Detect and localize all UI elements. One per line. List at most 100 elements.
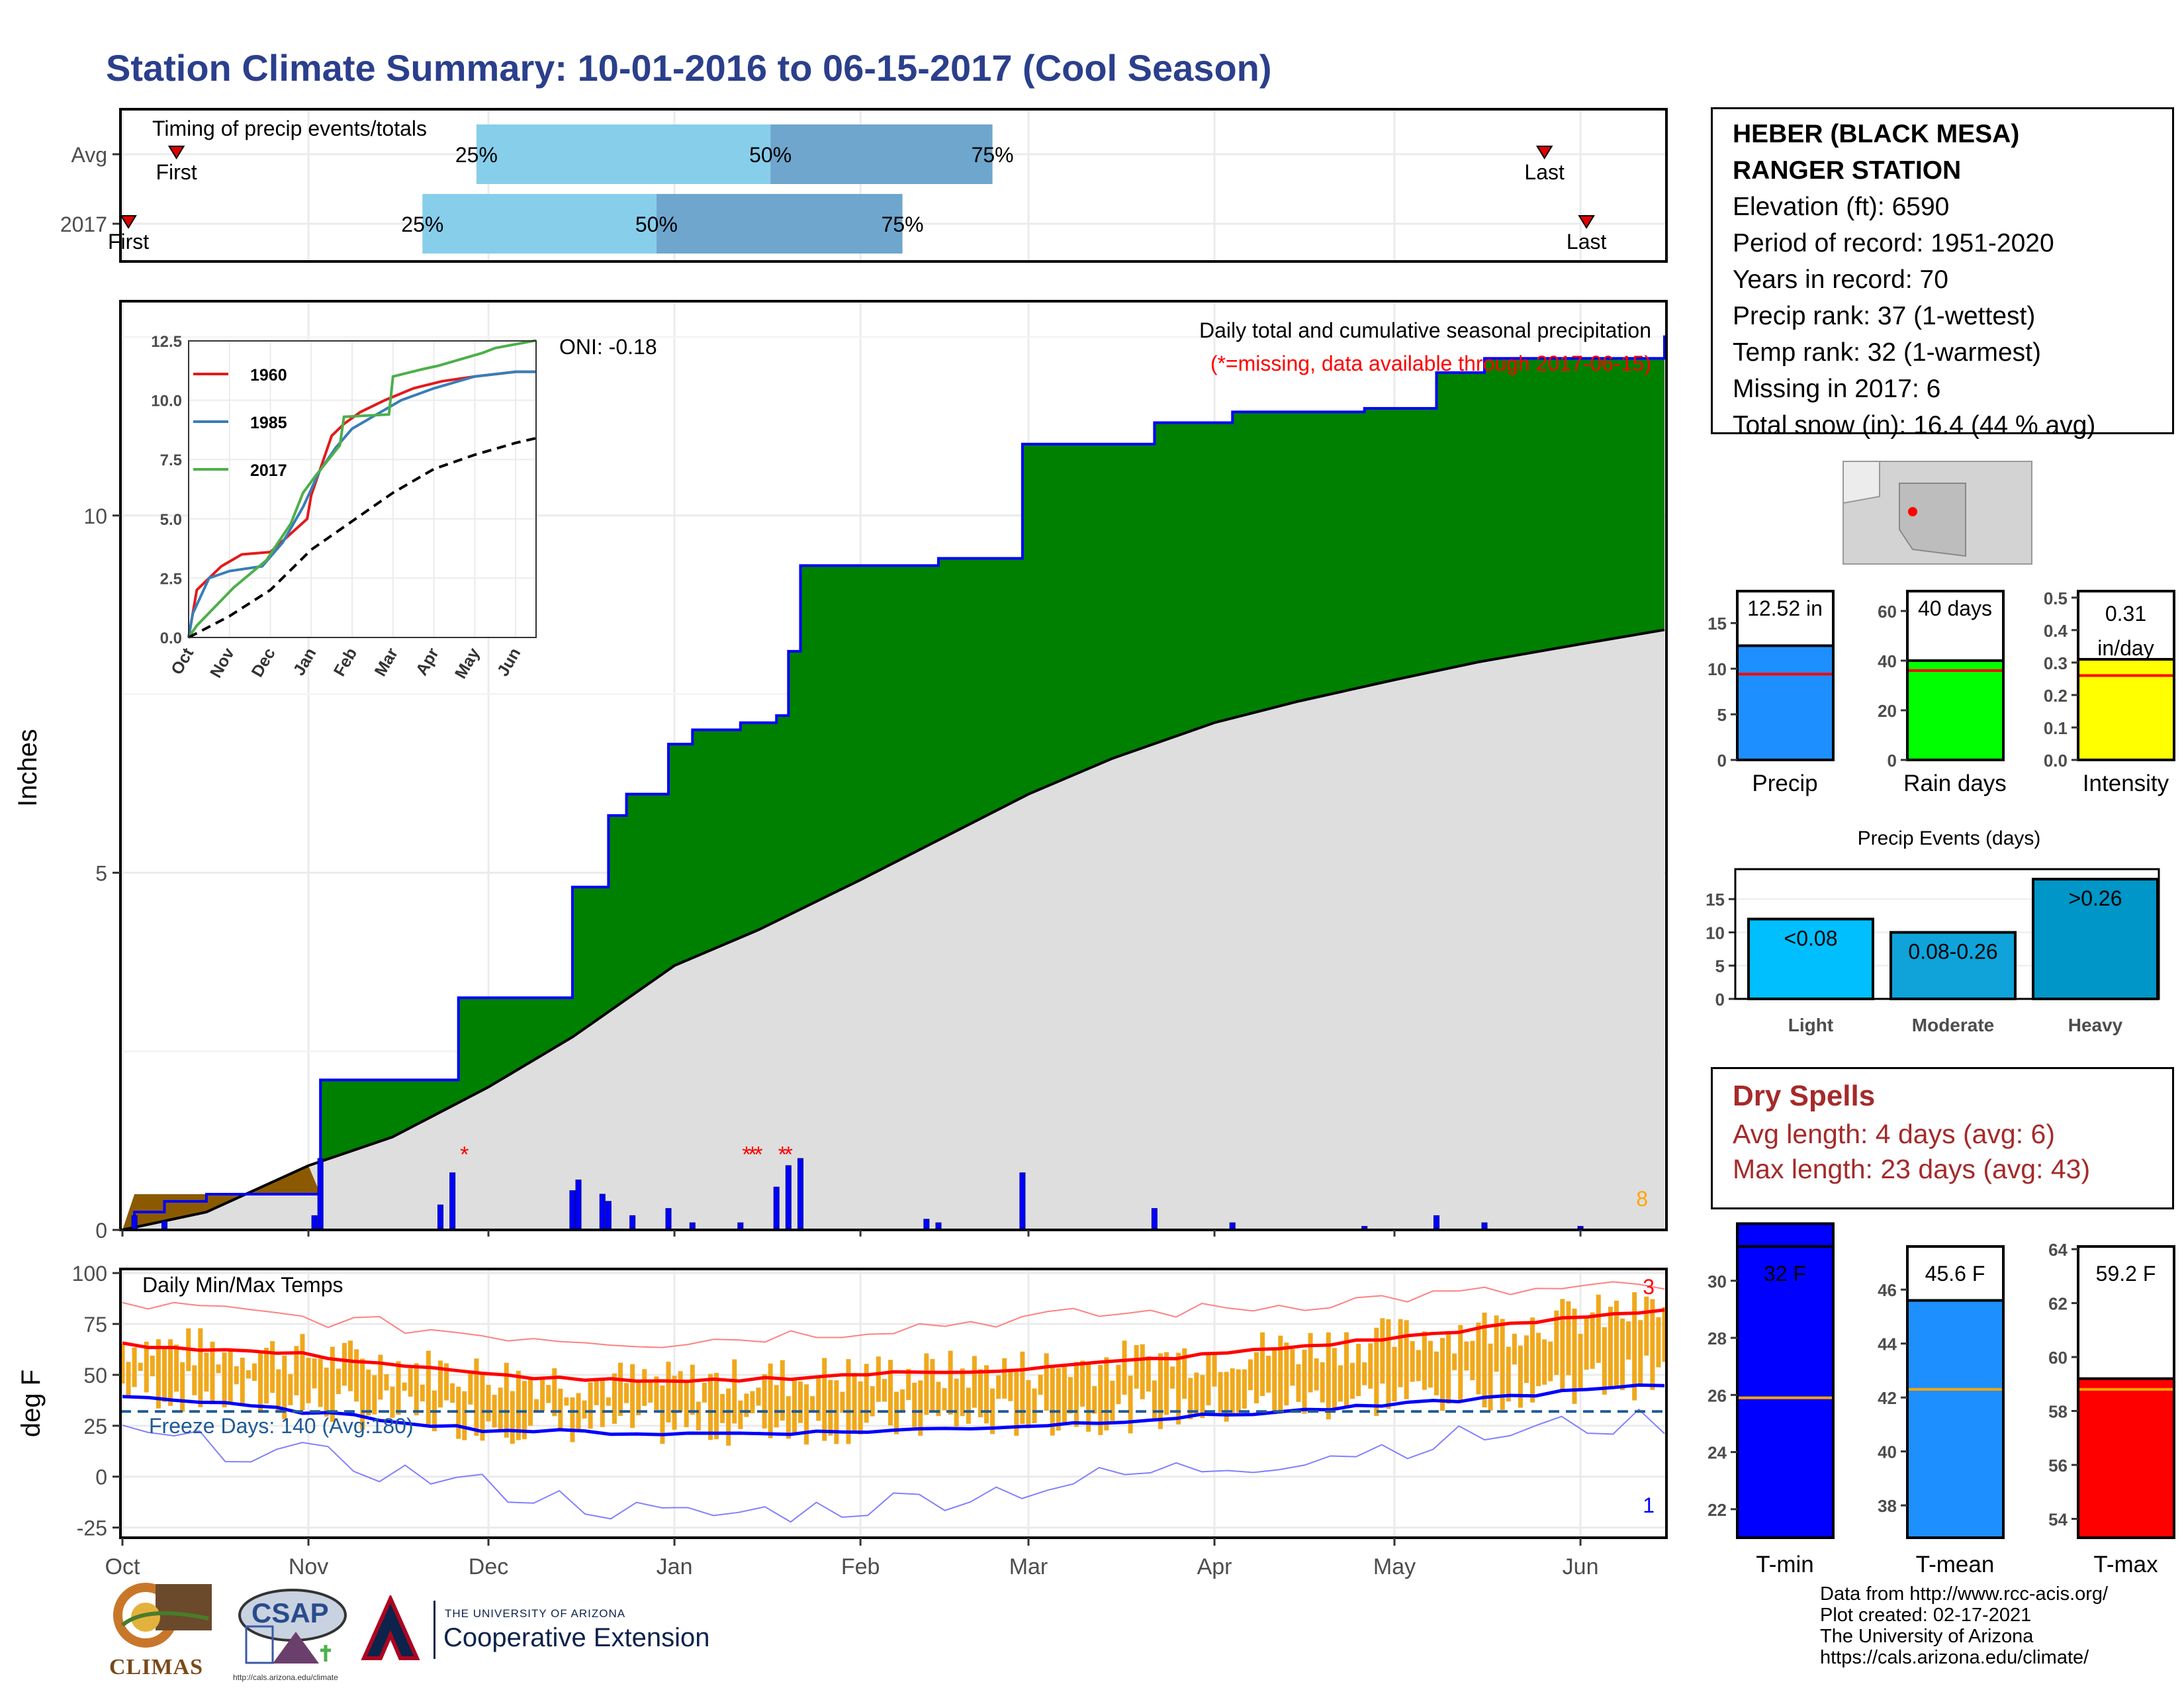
temp-stat-0-ytick-label: 28 xyxy=(1707,1329,1727,1348)
temp-daily-bar xyxy=(251,1363,257,1382)
temp-daily-bar xyxy=(1158,1353,1163,1429)
temp-stat-label: T-mean xyxy=(1916,1552,1995,1577)
precip-missing-marker: * xyxy=(784,1142,793,1167)
temp-daily-bar xyxy=(648,1380,653,1403)
temp-stat-1-ytick-label: 42 xyxy=(1878,1388,1897,1408)
temp-daily-bar xyxy=(972,1356,977,1408)
temp-daily-bar xyxy=(204,1352,209,1392)
timing-quartile-label: 75% xyxy=(972,143,1014,167)
temp-daily-bar xyxy=(900,1389,905,1411)
temp-stat-label: T-max xyxy=(2093,1552,2158,1577)
inset-ytick-label: 5.0 xyxy=(160,511,182,529)
temp-daily-bar xyxy=(516,1370,521,1440)
temp-daily-bar xyxy=(840,1391,845,1413)
temp-daily-bar xyxy=(498,1387,503,1430)
temp-daily-bar xyxy=(492,1395,497,1428)
temp-daily-bar xyxy=(1188,1378,1193,1419)
temp-daily-bar xyxy=(156,1339,161,1409)
temp-daily-bar xyxy=(396,1361,401,1415)
temp-daily-bar xyxy=(1044,1353,1049,1411)
temp-daily-bar xyxy=(1098,1365,1103,1435)
temp-daily-bar xyxy=(1428,1340,1433,1388)
temp-stat-value: 32 F xyxy=(1764,1262,1806,1286)
temp-daily-bar xyxy=(402,1382,407,1391)
temp-daily-bar xyxy=(1452,1353,1457,1370)
temp-daily-bar xyxy=(792,1378,797,1435)
temp-daily-bar xyxy=(846,1359,851,1444)
timing-last-label: Last xyxy=(1524,160,1565,184)
temp-daily-bar xyxy=(1410,1341,1415,1382)
precip-stat-2-ytick-label: 0.4 xyxy=(2044,621,2068,641)
temp-daily-bar xyxy=(1632,1292,1637,1401)
precip-panel-border xyxy=(119,300,1668,1231)
temp-daily-bar xyxy=(1248,1359,1253,1391)
temp-record-max-line xyxy=(122,1281,1665,1348)
precip-obs-line xyxy=(122,335,1666,1231)
temp-daily-bar xyxy=(1638,1320,1643,1386)
temp-daily-bar xyxy=(444,1363,449,1401)
temp-daily-bar xyxy=(510,1391,515,1444)
temp-daily-bar xyxy=(804,1384,809,1445)
temp-daily-bar xyxy=(924,1353,929,1415)
inset-legend-label: 1985 xyxy=(250,414,287,432)
temp-daily-bar xyxy=(1343,1332,1349,1407)
events-xtick-label: Heavy xyxy=(2068,1015,2123,1035)
precip-missing-marker: * xyxy=(460,1142,469,1167)
temp-stat-value: 45.6 F xyxy=(1925,1262,1985,1286)
timing-last-marker xyxy=(1535,146,1553,160)
timing-title: Timing of precip events/totals xyxy=(152,117,427,140)
temp-daily-bar xyxy=(450,1383,455,1403)
temp-daily-bar xyxy=(282,1355,287,1419)
temp-daily-bar xyxy=(1260,1332,1265,1396)
temp-daily-bar xyxy=(270,1341,275,1393)
precip-stat-label: Precip xyxy=(1752,771,1817,796)
temp-daily-bar xyxy=(1050,1365,1055,1436)
events-ytick-label: 0 xyxy=(1715,990,1725,1009)
temp-daily-bar xyxy=(222,1352,227,1408)
precip-daily-bar xyxy=(1151,1208,1158,1231)
timing-first-marker xyxy=(167,146,185,160)
temp-daily-bar xyxy=(1470,1340,1475,1380)
precip-stat-0-ytick-label: 5 xyxy=(1717,705,1727,725)
temp-daily-bar xyxy=(1398,1319,1403,1387)
credit-data-source: Data from http://www.rcc-acis.org/ xyxy=(1820,1583,2109,1605)
temp-daily-bar xyxy=(1362,1362,1367,1385)
temp-daily-bar xyxy=(1116,1364,1121,1405)
station-name-1: HEBER (BLACK MESA) xyxy=(1733,120,2020,148)
freeze-days-label: Freeze Days: 140 (Avg:180) xyxy=(149,1414,414,1438)
temp-xtick-label: Mar xyxy=(1009,1554,1048,1579)
temp-daily-bar xyxy=(876,1356,881,1402)
temp-avg-min-line xyxy=(122,1383,1665,1436)
temp-daily-bar xyxy=(1080,1360,1085,1407)
precip-daily-bar xyxy=(629,1215,636,1231)
precip-stat-1-ytick-label: 40 xyxy=(1878,651,1897,671)
temp-stat-1-bar xyxy=(1906,1299,2005,1539)
temp-daily-bar xyxy=(1230,1368,1235,1413)
precip-corner-count: 8 xyxy=(1636,1187,1648,1211)
temp-daily-bar xyxy=(1386,1319,1391,1409)
temp-daily-bar xyxy=(582,1400,587,1419)
precip-stat-label: Intensity xyxy=(2083,771,2169,796)
timing-first-marker xyxy=(120,215,137,229)
temp-daily-bar xyxy=(161,1346,167,1402)
temp-daily-bar xyxy=(612,1373,617,1424)
temp-stat-0-border xyxy=(1736,1245,1835,1539)
temp-daily-bar xyxy=(600,1378,605,1427)
temp-daily-bar xyxy=(984,1365,989,1424)
temp-daily-bar xyxy=(1536,1333,1541,1386)
temp-daily-bar xyxy=(1308,1333,1313,1393)
precip-stat-1-bar xyxy=(1906,659,2005,761)
precip-stat-0-border xyxy=(1736,590,1835,761)
timing-row-label: Avg xyxy=(71,143,107,167)
temp-daily-bar xyxy=(1656,1317,1661,1368)
temp-daily-bar xyxy=(438,1360,443,1408)
temp-daily-bar xyxy=(707,1374,713,1440)
precip-daily-bar xyxy=(575,1179,582,1231)
temp-daily-bar xyxy=(1086,1364,1091,1432)
temp-daily-bar xyxy=(816,1378,821,1421)
temp-panel-border xyxy=(119,1268,1668,1539)
temp-daily-bar xyxy=(822,1358,827,1441)
precip-missing-marker: * xyxy=(748,1142,756,1167)
temp-daily-bar xyxy=(1433,1351,1439,1395)
temp-daily-bar xyxy=(240,1358,245,1404)
